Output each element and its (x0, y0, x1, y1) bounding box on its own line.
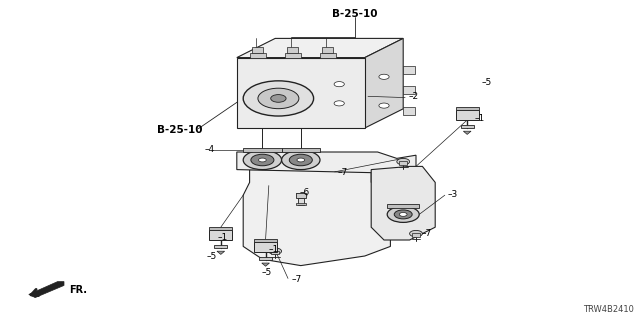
Circle shape (243, 150, 282, 170)
Text: –5: –5 (481, 78, 492, 87)
Bar (209, 227, 232, 230)
Bar (250, 53, 266, 58)
Circle shape (297, 158, 305, 162)
Polygon shape (365, 38, 403, 128)
Bar (403, 107, 415, 115)
Bar (271, 251, 279, 254)
Bar (237, 58, 365, 128)
Text: –7: –7 (421, 229, 431, 238)
Polygon shape (29, 282, 64, 298)
Bar (399, 161, 407, 165)
Bar (412, 233, 420, 237)
Circle shape (289, 154, 312, 166)
Polygon shape (237, 152, 416, 173)
Circle shape (243, 81, 314, 116)
Bar (456, 110, 479, 120)
Circle shape (394, 210, 412, 219)
Bar (461, 125, 474, 128)
Bar (209, 230, 232, 240)
Text: –1: –1 (218, 233, 228, 242)
Bar (287, 47, 298, 53)
Polygon shape (237, 38, 403, 58)
Circle shape (399, 212, 407, 216)
Circle shape (379, 103, 389, 108)
Circle shape (282, 150, 320, 170)
Bar (259, 257, 272, 260)
Text: –3: –3 (448, 190, 458, 199)
Text: B-25-10: B-25-10 (332, 9, 378, 20)
Bar (243, 148, 282, 152)
Text: –1: –1 (475, 114, 485, 123)
Bar (403, 66, 415, 74)
Bar (254, 239, 277, 242)
Circle shape (334, 101, 344, 106)
Bar (387, 204, 419, 208)
Polygon shape (243, 170, 390, 266)
Text: –1: –1 (269, 245, 279, 254)
Text: –4: –4 (205, 145, 215, 154)
Circle shape (269, 248, 282, 254)
Circle shape (251, 154, 274, 166)
Circle shape (397, 158, 410, 165)
Circle shape (387, 206, 419, 222)
Bar (456, 107, 479, 110)
Bar (252, 47, 263, 53)
Polygon shape (262, 263, 269, 266)
Circle shape (259, 158, 266, 162)
Bar (322, 47, 333, 53)
Bar (296, 203, 306, 205)
Text: –2: –2 (408, 92, 419, 101)
Text: –5: –5 (206, 252, 216, 261)
Text: TRW4B2410: TRW4B2410 (583, 305, 634, 314)
Bar (282, 148, 320, 152)
Bar (285, 53, 301, 58)
Bar (214, 245, 227, 248)
Circle shape (379, 74, 389, 79)
Bar (298, 198, 304, 205)
Bar (320, 53, 336, 58)
Text: –7: –7 (338, 168, 348, 177)
Text: B-25-10: B-25-10 (157, 124, 202, 135)
Text: –7: –7 (291, 275, 301, 284)
Bar (296, 193, 306, 198)
Polygon shape (371, 166, 435, 240)
Bar (254, 242, 277, 252)
Text: FR.: FR. (69, 285, 87, 295)
Polygon shape (217, 251, 225, 254)
Circle shape (271, 95, 286, 102)
Circle shape (410, 230, 422, 237)
Circle shape (258, 88, 299, 109)
Polygon shape (463, 131, 471, 134)
Text: –6: –6 (300, 188, 310, 197)
Bar (403, 86, 415, 94)
Text: –5: –5 (261, 268, 271, 277)
Circle shape (334, 82, 344, 87)
